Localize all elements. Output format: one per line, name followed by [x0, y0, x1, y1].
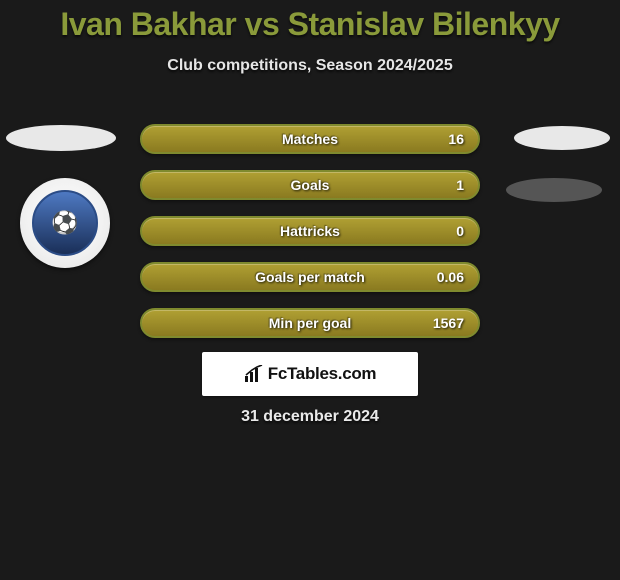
- stat-row-hattricks: Hattricks 0: [140, 216, 480, 246]
- date-text: 31 december 2024: [241, 408, 379, 426]
- stat-value: 1: [456, 177, 464, 193]
- stat-row-gpm: Goals per match 0.06: [140, 262, 480, 292]
- page-title: Ivan Bakhar vs Stanislav Bilenkyy: [0, 0, 620, 43]
- chart-icon: [244, 365, 264, 383]
- stat-label: Matches: [282, 131, 338, 147]
- stat-value: 0.06: [437, 269, 464, 285]
- stat-value: 0: [456, 223, 464, 239]
- brand-box[interactable]: FcTables.com: [202, 352, 418, 396]
- stat-label: Goals: [291, 177, 330, 193]
- player-right-placeholder-2: [506, 178, 602, 202]
- stat-label: Goals per match: [255, 269, 365, 285]
- stat-label: Hattricks: [280, 223, 340, 239]
- stat-label: Min per goal: [269, 315, 351, 331]
- brand-text: FcTables.com: [268, 364, 377, 384]
- stat-value: 1567: [433, 315, 464, 331]
- shield-icon: ⚽: [51, 210, 78, 236]
- club-crest: ⚽: [20, 178, 110, 268]
- stat-value: 16: [448, 131, 464, 147]
- club-crest-inner: ⚽: [32, 190, 98, 256]
- stat-row-mpg: Min per goal 1567: [140, 308, 480, 338]
- stats-panel: Matches 16 Goals 1 Hattricks 0 Goals per…: [140, 124, 480, 354]
- stat-row-goals: Goals 1: [140, 170, 480, 200]
- player-right-placeholder-1: [514, 126, 610, 150]
- player-left-placeholder: [6, 125, 116, 151]
- stat-row-matches: Matches 16: [140, 124, 480, 154]
- subtitle: Club competitions, Season 2024/2025: [0, 57, 620, 75]
